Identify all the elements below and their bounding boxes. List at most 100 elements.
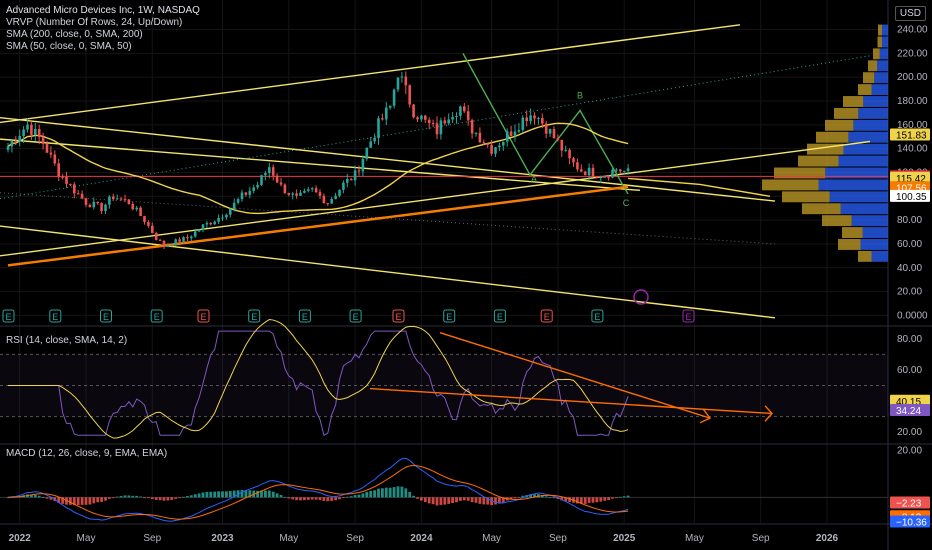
candle-body-13[interactable]: [57, 163, 60, 177]
candle-body-28[interactable]: [115, 198, 119, 200]
earnings-marker-10[interactable]: [493, 309, 506, 323]
earnings-marker-0[interactable]: [2, 309, 15, 323]
candle-body-110[interactable]: [435, 123, 439, 135]
candle-body-101[interactable]: [400, 76, 404, 78]
candle-body-0[interactable]: [6, 146, 10, 150]
candle-body-72[interactable]: [287, 192, 291, 195]
earnings-marker-1[interactable]: [49, 309, 62, 323]
candle-body-36[interactable]: [147, 221, 150, 226]
candle-body-48[interactable]: [193, 231, 197, 237]
candle-body-67[interactable]: [268, 167, 271, 173]
candle-body-2[interactable]: [14, 140, 18, 142]
candle-body-10[interactable]: [45, 143, 49, 153]
candle-body-69[interactable]: [275, 175, 279, 183]
candle-body-63[interactable]: [252, 187, 255, 191]
candle-body-8[interactable]: [37, 128, 41, 138]
candle-body-64[interactable]: [256, 184, 259, 188]
candle-body-143[interactable]: [564, 149, 567, 151]
candle-body-158[interactable]: [622, 170, 626, 172]
candle-body-92[interactable]: [365, 147, 369, 159]
candle-body-82[interactable]: [326, 203, 330, 205]
candle-body-30[interactable]: [123, 198, 127, 200]
candle-body-151[interactable]: [595, 176, 599, 178]
candle-body-132[interactable]: [521, 117, 525, 130]
candle-body-50[interactable]: [201, 224, 205, 230]
candle-body-89[interactable]: [353, 170, 357, 181]
candle-body-12[interactable]: [53, 154, 57, 164]
earnings-marker-8[interactable]: [392, 309, 405, 323]
candle-body-75[interactable]: [299, 192, 302, 196]
candle-body-80[interactable]: [318, 192, 322, 196]
candle-body-139[interactable]: [548, 129, 552, 134]
candle-body-41[interactable]: [166, 245, 170, 248]
candle-body-26[interactable]: [108, 196, 111, 205]
candle-body-117[interactable]: [463, 106, 466, 112]
dividend-marker[interactable]: [682, 309, 695, 323]
candle-body-87[interactable]: [346, 178, 349, 183]
candle-body-4[interactable]: [22, 129, 25, 137]
rsi-pane[interactable]: [0, 319, 888, 439]
candle-body-90[interactable]: [357, 170, 361, 172]
price-axis[interactable]: 240.00220.00200.00180.00160.00140.00120.…: [890, 25, 930, 529]
candle-body-79[interactable]: [314, 188, 318, 193]
candle-body-9[interactable]: [41, 137, 45, 144]
candle-body-148[interactable]: [583, 171, 587, 176]
candle-body-1[interactable]: [10, 140, 14, 147]
indicator-sma50[interactable]: SMA (50, close, 0, SMA, 50): [6, 41, 132, 52]
candle-body-95[interactable]: [377, 118, 380, 139]
candle-body-108[interactable]: [427, 119, 431, 124]
candle-body-134[interactable]: [529, 115, 532, 122]
candle-body-127[interactable]: [502, 141, 505, 146]
candle-body-54[interactable]: [217, 218, 220, 222]
candle-body-147[interactable]: [580, 169, 583, 172]
candle-body-38[interactable]: [154, 233, 158, 240]
candle-body-24[interactable]: [100, 203, 103, 212]
candle-body-46[interactable]: [186, 237, 189, 239]
candle-body-106[interactable]: [420, 115, 423, 120]
candle-body-37[interactable]: [151, 225, 154, 234]
candle-body-156[interactable]: [615, 169, 618, 171]
candle-body-44[interactable]: [178, 239, 181, 242]
candle-body-3[interactable]: [18, 136, 21, 142]
rsi-legend[interactable]: RSI (14, close, SMA, 14, 2): [6, 335, 128, 346]
candle-body-125[interactable]: [494, 147, 497, 154]
macd-legend[interactable]: MACD (12, 26, close, 9, EMA, EMA): [6, 448, 168, 459]
candle-body-39[interactable]: [158, 239, 162, 241]
candle-body-59[interactable]: [236, 199, 240, 203]
candle-body-126[interactable]: [498, 145, 501, 148]
candle-body-27[interactable]: [112, 196, 115, 199]
candle-body-142[interactable]: [560, 139, 564, 151]
candle-body-115[interactable]: [455, 115, 458, 117]
candle-body-135[interactable]: [533, 115, 536, 119]
candle-body-74[interactable]: [295, 193, 298, 196]
candle-body-137[interactable]: [541, 117, 544, 124]
candle-body-119[interactable]: [470, 120, 474, 134]
candle-body-81[interactable]: [322, 195, 326, 204]
candle-body-5[interactable]: [26, 124, 29, 130]
candle-body-11[interactable]: [49, 152, 53, 155]
candle-body-55[interactable]: [221, 217, 224, 219]
candle-body-103[interactable]: [408, 85, 411, 105]
candle-body-155[interactable]: [611, 169, 614, 178]
candle-body-145[interactable]: [572, 158, 575, 163]
earnings-marker-4[interactable]: [197, 309, 210, 323]
candle-body-159[interactable]: [626, 168, 630, 171]
candle-body-58[interactable]: [232, 202, 236, 209]
candle-body-18[interactable]: [76, 193, 80, 195]
candle-body-60[interactable]: [240, 192, 244, 200]
candle-body-120[interactable]: [474, 132, 478, 134]
candle-body-99[interactable]: [392, 89, 396, 106]
candle-body-130[interactable]: [513, 131, 517, 136]
candle-body-23[interactable]: [96, 201, 99, 204]
candle-body-111[interactable]: [439, 120, 443, 135]
candle-body-136[interactable]: [537, 117, 540, 119]
candle-body-62[interactable]: [248, 190, 252, 195]
candle-body-33[interactable]: [135, 207, 138, 210]
candle-body-6[interactable]: [30, 124, 33, 135]
earnings-marker-12[interactable]: [591, 309, 604, 323]
candle-body-138[interactable]: [544, 123, 548, 134]
candle-body-32[interactable]: [131, 203, 135, 210]
candle-body-129[interactable]: [509, 131, 513, 136]
candle-body-16[interactable]: [69, 183, 72, 185]
